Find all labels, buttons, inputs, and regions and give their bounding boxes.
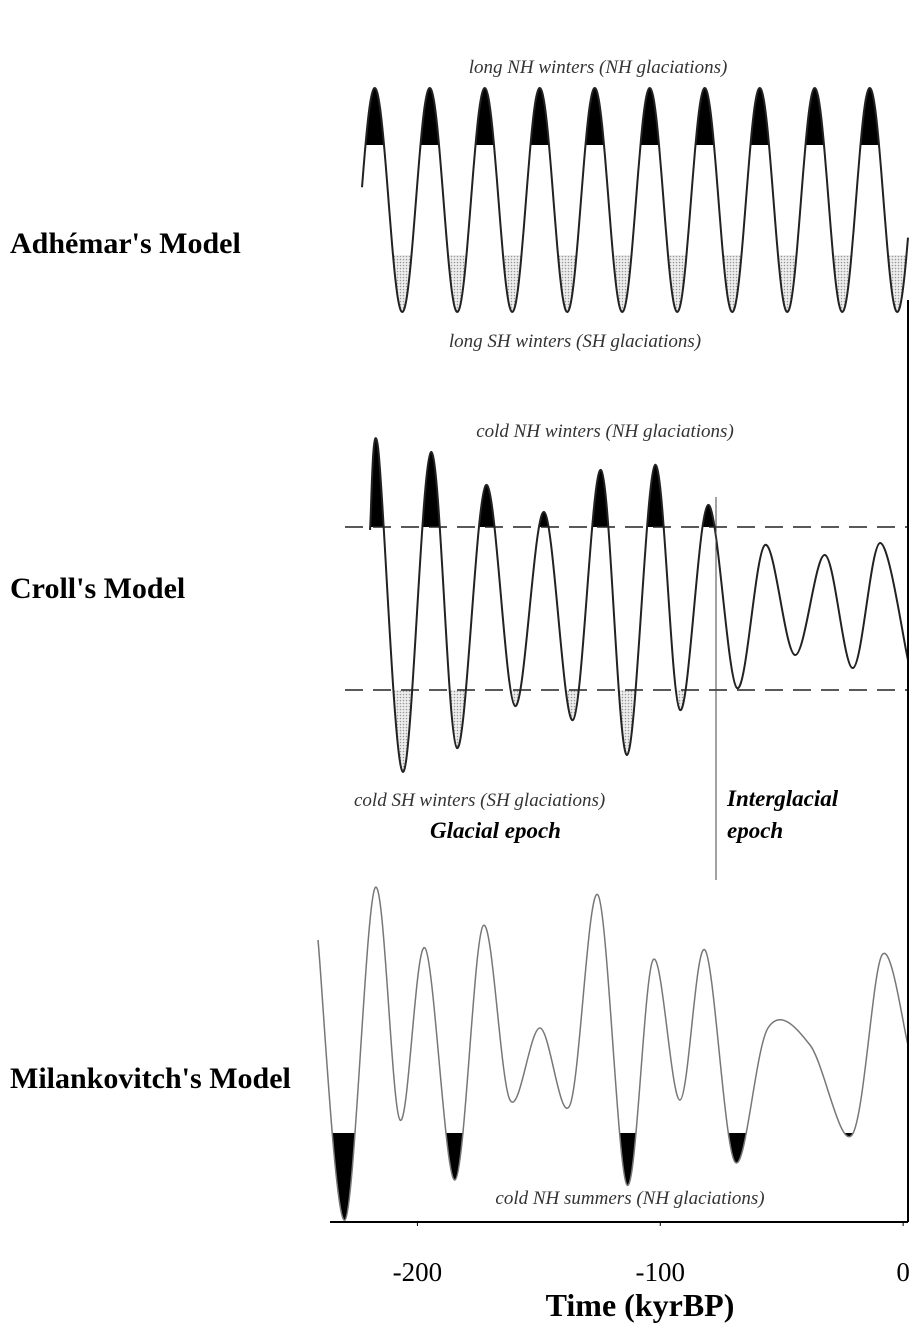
x-tick-label: -200 [393, 1257, 443, 1287]
panel-name: Adhémar's Model [10, 227, 241, 260]
fill-region [370, 438, 908, 527]
annotation: cold SH winters (SH glaciations) [354, 790, 605, 811]
annotation: Glacial epoch [430, 818, 561, 843]
annotation: long SH winters (SH glaciations) [449, 331, 701, 352]
x-axis: -200 -100 0 [330, 1221, 910, 1287]
axis-label: Time (kyrBP) [546, 1287, 735, 1323]
annotation: long NH winters (NH glaciations) [469, 57, 728, 78]
curve [369, 437, 909, 774]
curves [317, 87, 909, 1222]
panel-name: Croll's Model [10, 572, 185, 605]
curve [317, 886, 909, 1221]
x-tick-label: -100 [636, 1257, 686, 1287]
annotation: Interglacial epoch [726, 786, 839, 843]
x-tick-label: 0 [896, 1257, 910, 1287]
panel-name: Milankovitch's Model [10, 1062, 291, 1095]
annotation: cold NH summers (NH glaciations) [495, 1188, 764, 1209]
fill-region [370, 690, 908, 773]
curve [361, 87, 909, 313]
annotation: cold NH winters (NH glaciations) [476, 421, 734, 442]
